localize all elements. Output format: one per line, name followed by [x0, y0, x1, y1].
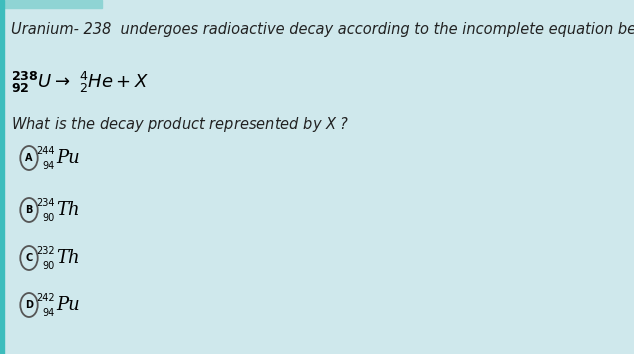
- Text: D: D: [25, 300, 33, 310]
- Text: 234: 234: [37, 198, 55, 208]
- Text: Pu: Pu: [56, 149, 81, 167]
- Text: 90: 90: [43, 213, 55, 223]
- Text: Uranium- 238  undergoes radioactive decay according to the incomplete equation b: Uranium- 238 undergoes radioactive decay…: [11, 22, 634, 37]
- Text: 94: 94: [43, 308, 55, 318]
- Text: 94: 94: [43, 161, 55, 171]
- Text: 232: 232: [37, 246, 55, 256]
- Text: Th: Th: [56, 249, 80, 267]
- Text: Pu: Pu: [56, 296, 81, 314]
- Text: 244: 244: [37, 146, 55, 156]
- Bar: [0, 0, 101, 8]
- Text: Th: Th: [56, 201, 80, 219]
- Bar: [0, 0, 4, 354]
- Text: 242: 242: [37, 293, 55, 303]
- Text: B: B: [25, 205, 33, 215]
- Text: 90: 90: [43, 261, 55, 271]
- Text: What is the decay product represented by $\mathit{X}$ ?: What is the decay product represented by…: [11, 115, 349, 134]
- Text: C: C: [25, 253, 32, 263]
- Text: A: A: [25, 153, 33, 163]
- Text: $\mathbf{^{238}_{92}}U \rightarrow\ ^{4}_{2}He + X$: $\mathbf{^{238}_{92}}U \rightarrow\ ^{4}…: [11, 70, 149, 95]
